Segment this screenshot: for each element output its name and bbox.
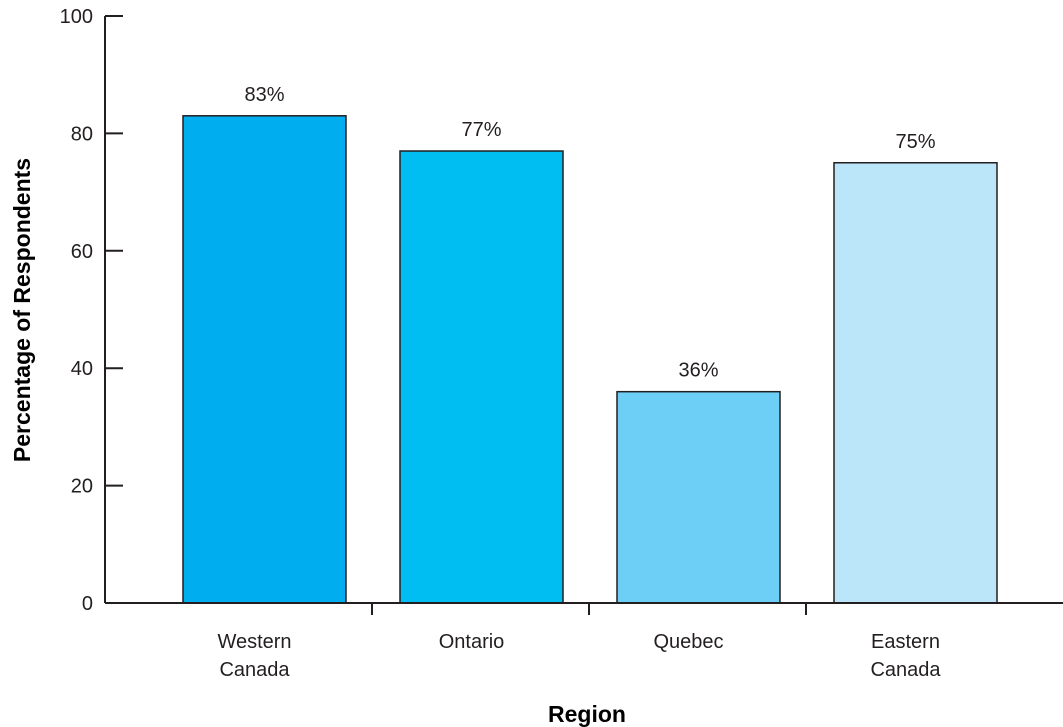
data-label: 83% — [244, 84, 284, 106]
y-axis-ticks: 0 20 40 60 80 100 — [60, 6, 123, 615]
category-label: Eastern Canada — [870, 631, 941, 681]
x-axis-ticks — [371, 603, 807, 615]
y-tick-label: 80 — [71, 123, 93, 145]
y-tick-label: 40 — [71, 358, 93, 380]
bars — [182, 115, 998, 604]
bar — [833, 162, 998, 604]
y-tick-label: 0 — [82, 593, 93, 615]
bar — [616, 390, 781, 604]
data-label: 77% — [461, 119, 501, 141]
y-tick-label: 100 — [60, 6, 93, 28]
y-axis-title: Percentage of Respondents — [9, 158, 35, 462]
data-labels: 83% 77% 36% 75% — [244, 84, 935, 382]
bar — [182, 115, 347, 604]
category-labels: Western Canada Ontario Quebec Eastern Canada — [217, 631, 941, 681]
category-label: Western Canada — [217, 631, 291, 681]
category-label: Quebec — [653, 631, 723, 653]
y-tick-label: 60 — [71, 241, 93, 263]
category-label: Ontario — [439, 631, 505, 653]
x-axis-title: Region — [548, 701, 626, 727]
bar — [399, 150, 564, 604]
data-label: 75% — [895, 131, 935, 153]
y-tick-label: 20 — [71, 476, 93, 498]
data-label: 36% — [678, 360, 718, 382]
